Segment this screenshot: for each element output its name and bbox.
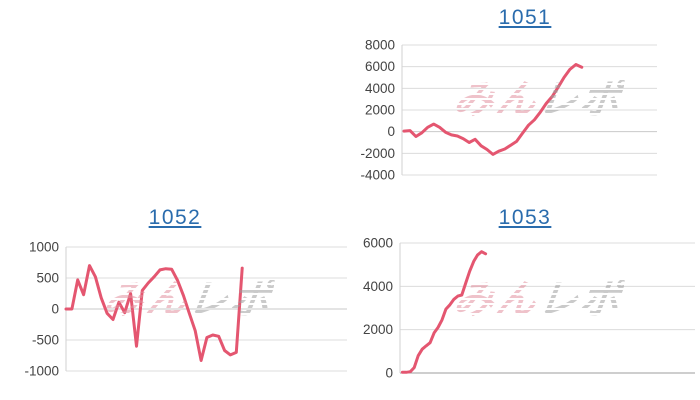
y-tick-label: 0: [385, 366, 393, 381]
y-tick-label: 2000: [365, 103, 395, 118]
slump-line: [64, 264, 244, 362]
y-tick-label: -4000: [360, 168, 395, 183]
y-tick-label: 500: [36, 271, 59, 286]
chart-cell-1052: 1052 1000 500 0 -500 -1000 みんレポ: [0, 200, 350, 400]
y-tick-label: 8000: [365, 38, 395, 53]
slump-graph-1053: 6000 4000 2000 0: [363, 236, 695, 381]
y-tick-label: -2000: [360, 146, 395, 161]
chart-cell-1053: 1053 6000 4000 2000 0 みんレポ: [350, 200, 700, 400]
chart-cell-empty: [0, 0, 350, 200]
slump-graph-1052: 1000 500 0 -500 -1000: [24, 240, 347, 379]
y-tick-label: 2000: [363, 322, 393, 337]
chart-title-row: 1052: [0, 206, 350, 230]
chart-cell-1051: 1051 8000 6000 4000 2000 0 -2000 -4000 みんレポ: [350, 0, 700, 200]
y-tick-label: 0: [387, 124, 395, 139]
y-tick-label: 6000: [365, 59, 395, 74]
slump-graph-1051: 8000 6000 4000 2000 0 -2000 -4000: [360, 38, 657, 183]
y-tick-label: -1000: [24, 364, 59, 379]
y-tick-label: 4000: [365, 81, 395, 96]
y-tick-label: 0: [51, 302, 59, 317]
y-tick-label: -500: [32, 333, 59, 348]
y-tick-label: 4000: [363, 279, 393, 294]
machine-number-link-1052[interactable]: 1052: [148, 206, 202, 229]
slump-line: [402, 63, 584, 156]
chart-title-row: 1053: [350, 206, 700, 230]
y-tick-label: 1000: [29, 240, 59, 255]
machine-number-link-1051[interactable]: 1051: [498, 6, 552, 29]
machine-number-link-1053[interactable]: 1053: [498, 206, 552, 229]
chart-title-row: 1051: [350, 6, 700, 30]
slump-line: [400, 250, 488, 374]
y-tick-label: 6000: [363, 236, 393, 251]
